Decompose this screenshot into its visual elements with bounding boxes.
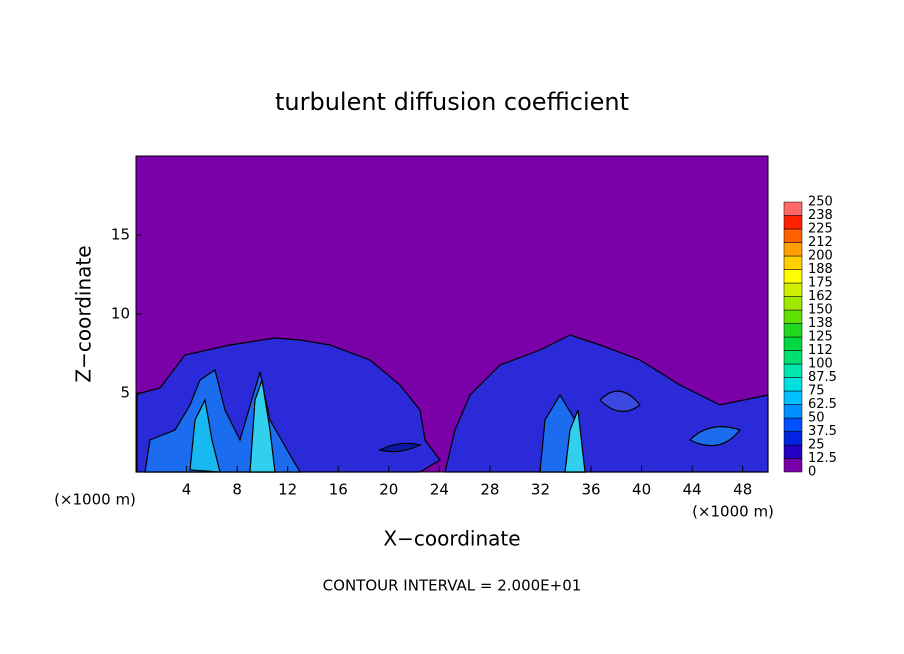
colorbar-segment	[783, 201, 803, 216]
x-tick-label: 40	[632, 481, 651, 499]
x-tick-label: 8	[232, 481, 242, 499]
x-tick-label: 20	[379, 481, 398, 499]
colorbar-segment	[783, 282, 803, 297]
colorbar-segment	[783, 417, 803, 432]
x-unit-label: (×1000 m)	[692, 503, 774, 521]
colorbar-segment	[783, 255, 803, 270]
colorbar-segment	[783, 228, 803, 243]
colorbar-label: 87.5	[808, 370, 837, 385]
x-tick-label: 16	[329, 481, 348, 499]
colorbar-label: 200	[808, 249, 833, 264]
colorbar-label: 0	[808, 465, 816, 480]
colorbar-label: 225	[808, 222, 833, 237]
colorbar-label: 175	[808, 276, 833, 291]
colorbar-segment	[783, 458, 803, 473]
colorbar-label: 37.5	[808, 424, 837, 439]
colorbar-label: 125	[808, 330, 833, 345]
x-tick-label: 4	[182, 481, 192, 499]
x-tick-label: 28	[480, 481, 499, 499]
footer-note: CONTOUR INTERVAL = 2.000E+01	[323, 577, 582, 595]
colorbar-label: 50	[808, 411, 825, 426]
y-axis-label: Z−coordinate	[72, 245, 96, 382]
x-unit-label: (×1000 m)	[54, 491, 136, 509]
y-tick-label: 10	[111, 305, 130, 323]
colorbar-segment	[783, 309, 803, 324]
colorbar-segment	[783, 390, 803, 405]
chart-title: turbulent diffusion coefficient	[275, 88, 629, 116]
colorbar-label: 150	[808, 303, 833, 318]
x-tick-label: 24	[430, 481, 449, 499]
field-shapes	[136, 334, 769, 473]
x-tick-label: 48	[733, 481, 752, 499]
x-tick-label: 36	[581, 481, 600, 499]
colorbar-label: 100	[808, 357, 833, 372]
colorbar-label: 25	[808, 438, 825, 453]
colorbar-segment	[783, 323, 803, 338]
colorbar-segment	[783, 444, 803, 459]
colorbar-label: 62.5	[808, 397, 837, 412]
colorbar-segment	[783, 336, 803, 351]
colorbar-label: 188	[808, 262, 833, 277]
x-tick-label: 12	[278, 481, 297, 499]
colorbar-segment	[783, 242, 803, 257]
colorbar-label: 75	[808, 384, 825, 399]
colorbar-segment	[783, 296, 803, 311]
y-tick-label: 5	[120, 384, 130, 402]
colorbar-label: 12.5	[808, 451, 837, 466]
colorbar-segment	[783, 269, 803, 284]
axes: 4 8 12 16 20 24 28 32 36 40 44 4851015012.52537.550…	[111, 155, 837, 499]
colorbar-label: 138	[808, 316, 833, 331]
colorbar-segment	[783, 404, 803, 419]
colorbar-segment	[783, 350, 803, 365]
colorbar-label: 238	[808, 208, 833, 223]
y-tick-label: 15	[111, 226, 130, 244]
colorbar-label: 212	[808, 235, 833, 250]
x-tick-label: 44	[683, 481, 702, 499]
colorbar-label: 112	[808, 343, 833, 358]
colorbar-segment	[783, 377, 803, 392]
colorbar-segment	[783, 431, 803, 446]
colorbar-label: 162	[808, 289, 833, 304]
colorbar-segment	[783, 363, 803, 378]
x-axis-label: X−coordinate	[383, 527, 520, 551]
x-tick-label: 32	[531, 481, 550, 499]
colorbar-label: 250	[808, 195, 833, 210]
colorbar-segment	[783, 215, 803, 230]
